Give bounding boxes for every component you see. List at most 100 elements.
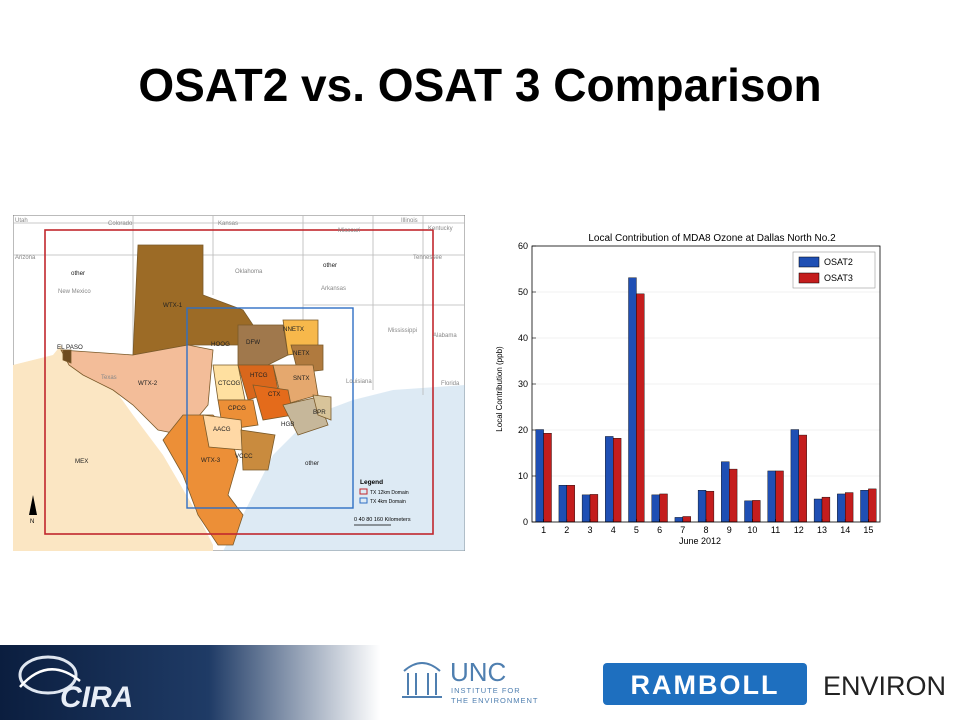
- y-tick-label: 50: [518, 287, 528, 297]
- legend-4km-label: TX 4km Domain: [370, 499, 406, 505]
- state-label: Alabama: [433, 333, 457, 339]
- region-label: CTX: [268, 391, 280, 398]
- state-label: Tennessee: [413, 255, 443, 261]
- old-well-icon: [402, 662, 442, 698]
- y-tick-label: 0: [523, 517, 528, 527]
- x-tick-label: 10: [747, 525, 757, 535]
- x-tick-label: 5: [634, 525, 639, 535]
- bar-osat2-13: [813, 498, 823, 523]
- footer-logo-strip: CIRA UNC INSTITUTE FOR THE ENVIRONMENT R…: [0, 645, 946, 720]
- region-label: MEX: [75, 458, 88, 465]
- bar-osat2-15: [860, 490, 869, 523]
- ramboll-logo: RAMBOLL: [603, 663, 807, 705]
- bar-osat3-4: [612, 438, 622, 523]
- state-labels: Utah Colorado Kansas Missouri Illinois Kentuc…: [15, 218, 460, 387]
- state-label: Illinois: [401, 218, 418, 224]
- slide-title: OSAT2 vs. OSAT 3 Comparison: [138, 59, 822, 111]
- bar-osat3-5: [636, 293, 645, 523]
- north-arrow-icon: N: [29, 495, 37, 525]
- bar-osat3-15: [868, 488, 877, 523]
- region-label: CPCG: [228, 405, 246, 412]
- bar-osat2-3: [581, 494, 591, 523]
- legend-12km-label: TX 12km Domain: [370, 490, 409, 496]
- region-label: AACG: [213, 426, 231, 433]
- x-tick-label: 12: [794, 525, 804, 535]
- state-label: Florida: [441, 381, 460, 387]
- unc-logo: UNC INSTITUTE FOR THE ENVIRONMENT: [402, 657, 539, 705]
- y-axis-label: Local Contribution (ppb): [495, 346, 504, 432]
- cira-logo: CIRA: [18, 655, 133, 714]
- texas-region-map: Utah Colorado Kansas Missouri Illinois Kentuc…: [13, 215, 465, 551]
- bar-osat3-10: [752, 500, 761, 523]
- bar-osat2-1: [535, 429, 544, 523]
- region-label: WTX-1: [163, 302, 183, 309]
- bar-osat2-9: [721, 461, 730, 523]
- legend-label-osat2: OSAT2: [824, 257, 853, 267]
- x-tick-label: 13: [817, 525, 827, 535]
- bar-osat3-13: [821, 496, 831, 523]
- plot-frame: [531, 245, 881, 523]
- ramboll-badge: [603, 663, 807, 705]
- bar-osat2-12: [790, 429, 799, 523]
- bar-osat3-2: [566, 485, 575, 523]
- region-dfw: [237, 324, 289, 366]
- x-tick-label: 15: [863, 525, 873, 535]
- state-label: Missouri: [338, 228, 360, 234]
- bar-osat2-14: [837, 493, 846, 523]
- north-label: N: [30, 519, 34, 525]
- map-legend-title: Legend: [360, 479, 383, 486]
- x-axis-label: June 2012: [679, 536, 721, 546]
- cira-text: CIRA: [60, 681, 133, 714]
- x-tick-label: 7: [680, 525, 685, 535]
- bar-osat3-11: [775, 470, 784, 523]
- region-label: WTX-3: [201, 457, 221, 464]
- region-label: other: [71, 270, 85, 277]
- cira-banner: [0, 645, 380, 720]
- x-tick-label: 4: [611, 525, 616, 535]
- bar-osat2-10: [744, 500, 753, 523]
- unc-line2: THE ENVIRONMENT: [451, 696, 539, 705]
- bar-osat2-11: [767, 470, 776, 523]
- region-label: other: [323, 262, 337, 269]
- state-label: New Mexico: [58, 289, 91, 295]
- x-tick-label: 14: [840, 525, 850, 535]
- legend-4km-swatch: [359, 497, 368, 504]
- region-label: CTCOG: [218, 380, 241, 387]
- state-label: Kansas: [218, 221, 238, 227]
- region-el-paso: [62, 349, 72, 364]
- gulf-water: [223, 385, 465, 551]
- map-legend: Legend TX 12km Domain TX 4km Domain 0 40…: [354, 479, 411, 526]
- region-label: BPR: [313, 409, 326, 416]
- region-label: SNTX: [293, 375, 310, 382]
- bar-osat3-6: [659, 493, 668, 523]
- ramboll-text: RAMBOLL: [631, 670, 780, 700]
- domain-4km-box: [186, 307, 354, 509]
- bar-osat2-6: [651, 494, 660, 523]
- mexico-region: [13, 345, 213, 551]
- region-bpr: [312, 394, 332, 421]
- region-label: HGB: [281, 421, 294, 428]
- region-label: HOOG: [211, 341, 230, 348]
- region-label: VCCC: [235, 453, 253, 460]
- y-ticks: 0 10 20 30 40 50 60: [518, 241, 536, 527]
- region-label: other: [305, 460, 319, 467]
- environ-text: ENVIRON: [823, 671, 946, 701]
- bar-osat3-3: [589, 494, 599, 523]
- texas-regions: [60, 244, 332, 546]
- region-label: DFW: [246, 339, 260, 346]
- region-labels: other other other WTX-1 WTX-2 WTX-3 NNETX NETX D…: [57, 262, 337, 467]
- unc-line1: INSTITUTE FOR: [451, 686, 521, 695]
- x-tick-label: 9: [727, 525, 732, 535]
- region-label: EL PASO: [57, 344, 83, 351]
- y-tick-label: 20: [518, 425, 528, 435]
- x-ticks: 1 2 3 4 5 6 7 8 9 10 11 12 13 14 15: [541, 519, 873, 535]
- state-boundaries: [13, 215, 465, 395]
- region-label: NETX: [293, 350, 310, 357]
- legend-swatch-osat3: [798, 272, 820, 284]
- legend-12km-swatch: [359, 488, 368, 495]
- state-label: Louisiana: [346, 379, 372, 385]
- state-label: Oklahoma: [235, 269, 263, 275]
- x-tick-label: 8: [703, 525, 708, 535]
- region-label: NNETX: [283, 326, 304, 333]
- bars: [535, 277, 877, 523]
